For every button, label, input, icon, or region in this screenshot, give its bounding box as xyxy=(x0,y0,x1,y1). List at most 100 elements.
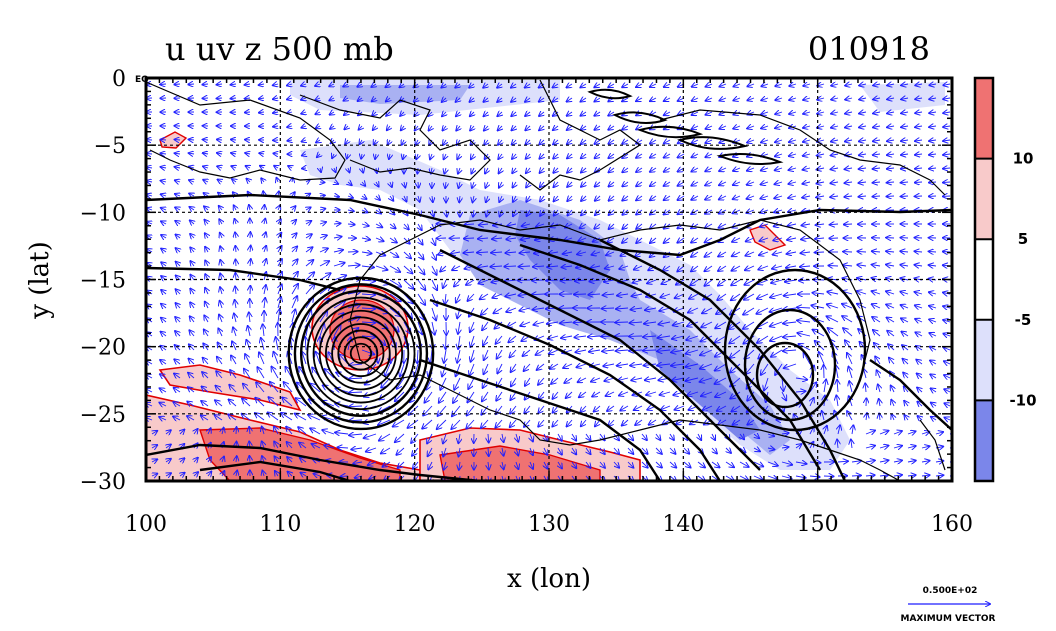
wind-vector xyxy=(203,166,208,168)
wind-vector xyxy=(242,414,251,421)
wind-vector xyxy=(471,349,474,362)
wind-vector xyxy=(175,180,180,182)
shade-red-small-west xyxy=(159,131,188,149)
wind-vector xyxy=(333,325,341,337)
wind-vector xyxy=(516,461,518,469)
wind-vector xyxy=(316,352,321,365)
colorbar-label: -5 xyxy=(1015,311,1032,329)
wind-vector xyxy=(375,224,382,227)
wind-vector xyxy=(152,459,157,462)
wind-vector xyxy=(287,84,292,86)
wind-vector xyxy=(331,140,334,143)
wind-vector xyxy=(428,98,432,102)
wind-vector xyxy=(540,168,544,173)
wind-vector xyxy=(553,168,558,173)
wind-vector xyxy=(457,154,460,159)
wind-vector xyxy=(180,430,184,434)
wind-vector xyxy=(268,413,279,421)
wind-vector xyxy=(264,246,266,253)
wind-vector xyxy=(418,237,423,245)
wind-vector xyxy=(218,329,222,337)
wind-vector xyxy=(306,221,311,224)
wind-vector xyxy=(306,207,311,210)
wind-vector xyxy=(431,279,437,290)
wind-vector xyxy=(465,224,475,225)
wind-vector xyxy=(422,419,433,429)
wind-vector xyxy=(319,222,326,224)
wind-vector xyxy=(502,447,504,456)
x-tick-label: 160 xyxy=(931,512,973,537)
wind-vector xyxy=(305,260,313,267)
wind-vector xyxy=(273,112,278,113)
wind-vector xyxy=(567,182,572,187)
colorbar-segment xyxy=(975,400,993,481)
wind-vector xyxy=(274,427,278,435)
wind-vector xyxy=(410,391,419,402)
wind-vector xyxy=(235,287,236,295)
wind-vector xyxy=(299,443,307,449)
wind-vector xyxy=(351,448,363,450)
wind-vector xyxy=(404,182,405,187)
wind-vector xyxy=(273,153,278,154)
wind-vector xyxy=(581,182,586,187)
wind-vector xyxy=(362,168,363,173)
wind-vector xyxy=(526,182,530,187)
wind-vector xyxy=(486,195,488,202)
wind-vector xyxy=(205,302,208,309)
wind-vector xyxy=(278,297,281,309)
wind-vector xyxy=(402,140,404,145)
wind-vector xyxy=(455,84,460,88)
wind-vector xyxy=(539,140,544,144)
wind-vector xyxy=(484,140,488,145)
wind-vector xyxy=(204,193,208,196)
wind-vector xyxy=(333,263,345,266)
wind-vector xyxy=(161,262,166,266)
wind-vector xyxy=(244,369,251,379)
wind-vector xyxy=(287,126,292,127)
wind-vector xyxy=(580,224,587,228)
wind-vector xyxy=(347,210,354,211)
wind-vector xyxy=(205,247,208,252)
wind-vector xyxy=(217,98,223,99)
wind-vector xyxy=(524,405,531,413)
wind-vector xyxy=(190,302,194,309)
wind-vector xyxy=(373,126,376,130)
wind-vector xyxy=(538,377,545,385)
wind-vector xyxy=(500,209,502,216)
wind-vector xyxy=(220,287,222,295)
wind-vector xyxy=(446,209,447,217)
wind-vector xyxy=(147,249,152,252)
wind-vector xyxy=(581,140,586,144)
wind-vector xyxy=(479,280,489,284)
y-tick-label: −5 xyxy=(94,134,126,159)
wind-vector xyxy=(292,220,296,224)
wind-vector xyxy=(175,345,180,350)
wind-vector xyxy=(291,296,297,309)
wind-vector xyxy=(418,223,422,230)
wind-vector xyxy=(175,221,180,224)
wind-vector xyxy=(497,84,502,88)
wind-vector xyxy=(161,194,166,196)
wind-vector xyxy=(314,474,321,476)
wind-vector xyxy=(547,322,559,324)
wind-vector xyxy=(375,238,384,241)
wind-vector xyxy=(431,307,436,320)
wind-vector xyxy=(386,112,390,116)
wind-vector xyxy=(643,350,657,351)
wind-vector xyxy=(278,219,281,224)
wind-vector xyxy=(273,98,278,99)
wind-vector xyxy=(189,167,194,168)
wind-vector xyxy=(544,475,548,481)
wind-vector xyxy=(278,259,282,267)
wind-vector xyxy=(345,140,348,144)
wind-vector xyxy=(471,168,474,174)
wind-vector xyxy=(360,140,363,144)
wind-vector xyxy=(431,349,433,363)
wind-vector xyxy=(519,308,531,311)
wind-vector xyxy=(554,196,558,201)
wind-vector xyxy=(443,140,446,145)
wind-vector xyxy=(235,219,237,224)
wind-vector xyxy=(270,382,279,393)
wind-vector xyxy=(400,363,405,376)
wind-vector xyxy=(521,238,531,240)
